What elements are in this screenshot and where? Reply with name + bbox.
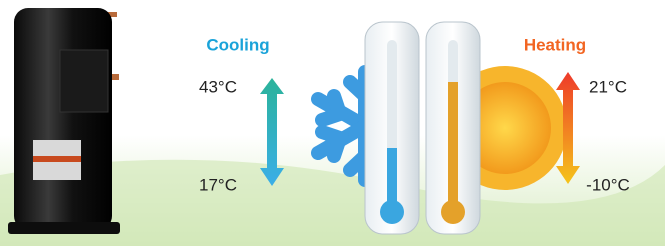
page: Cooling 43°C 17°C Heating 21°C -10°C (()… [0, 0, 665, 246]
cooling-high: 43°C [199, 77, 237, 96]
heating-low: -10°C [586, 175, 630, 194]
cooling-low: 17°C [199, 175, 237, 194]
compressor [8, 8, 120, 234]
thermometer-hot [426, 22, 480, 234]
heating-title: Heating [524, 35, 586, 54]
cooling-title: Cooling [206, 35, 269, 54]
heating-high: 21°C [589, 77, 627, 96]
illustration: Cooling 43°C 17°C Heating 21°C -10°C [0, 0, 665, 246]
thermometer-cold [365, 22, 419, 234]
